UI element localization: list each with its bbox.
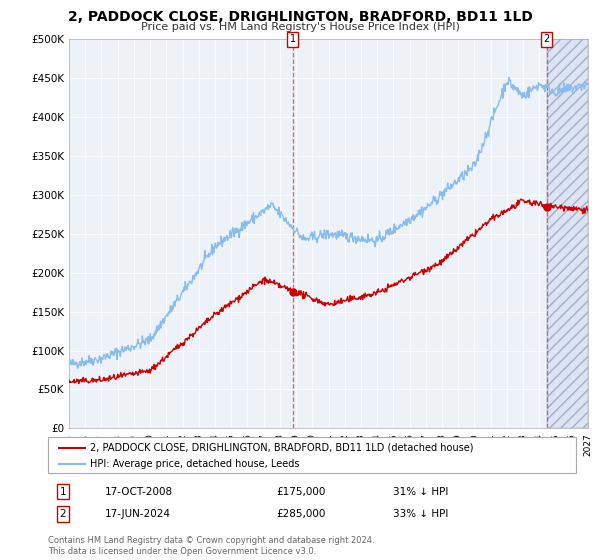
Text: 17-OCT-2008: 17-OCT-2008 bbox=[105, 487, 173, 497]
Bar bbox=[547, 39, 588, 428]
Bar bbox=[547, 39, 588, 428]
Text: 17-JUN-2024: 17-JUN-2024 bbox=[105, 509, 171, 519]
Text: 1: 1 bbox=[290, 34, 296, 44]
Text: Price paid vs. HM Land Registry's House Price Index (HPI): Price paid vs. HM Land Registry's House … bbox=[140, 22, 460, 32]
Text: 31% ↓ HPI: 31% ↓ HPI bbox=[393, 487, 448, 497]
Text: Contains HM Land Registry data © Crown copyright and database right 2024.
This d: Contains HM Land Registry data © Crown c… bbox=[48, 536, 374, 556]
Text: 2: 2 bbox=[544, 34, 550, 44]
FancyBboxPatch shape bbox=[48, 437, 576, 473]
Text: £285,000: £285,000 bbox=[276, 509, 325, 519]
Text: HPI: Average price, detached house, Leeds: HPI: Average price, detached house, Leed… bbox=[90, 459, 300, 469]
Text: 2, PADDOCK CLOSE, DRIGHLINGTON, BRADFORD, BD11 1LD (detached house): 2, PADDOCK CLOSE, DRIGHLINGTON, BRADFORD… bbox=[90, 443, 474, 452]
Text: 2, PADDOCK CLOSE, DRIGHLINGTON, BRADFORD, BD11 1LD: 2, PADDOCK CLOSE, DRIGHLINGTON, BRADFORD… bbox=[68, 10, 532, 24]
Text: 2: 2 bbox=[59, 509, 67, 519]
Text: 33% ↓ HPI: 33% ↓ HPI bbox=[393, 509, 448, 519]
Text: 1: 1 bbox=[59, 487, 67, 497]
Text: £175,000: £175,000 bbox=[276, 487, 325, 497]
